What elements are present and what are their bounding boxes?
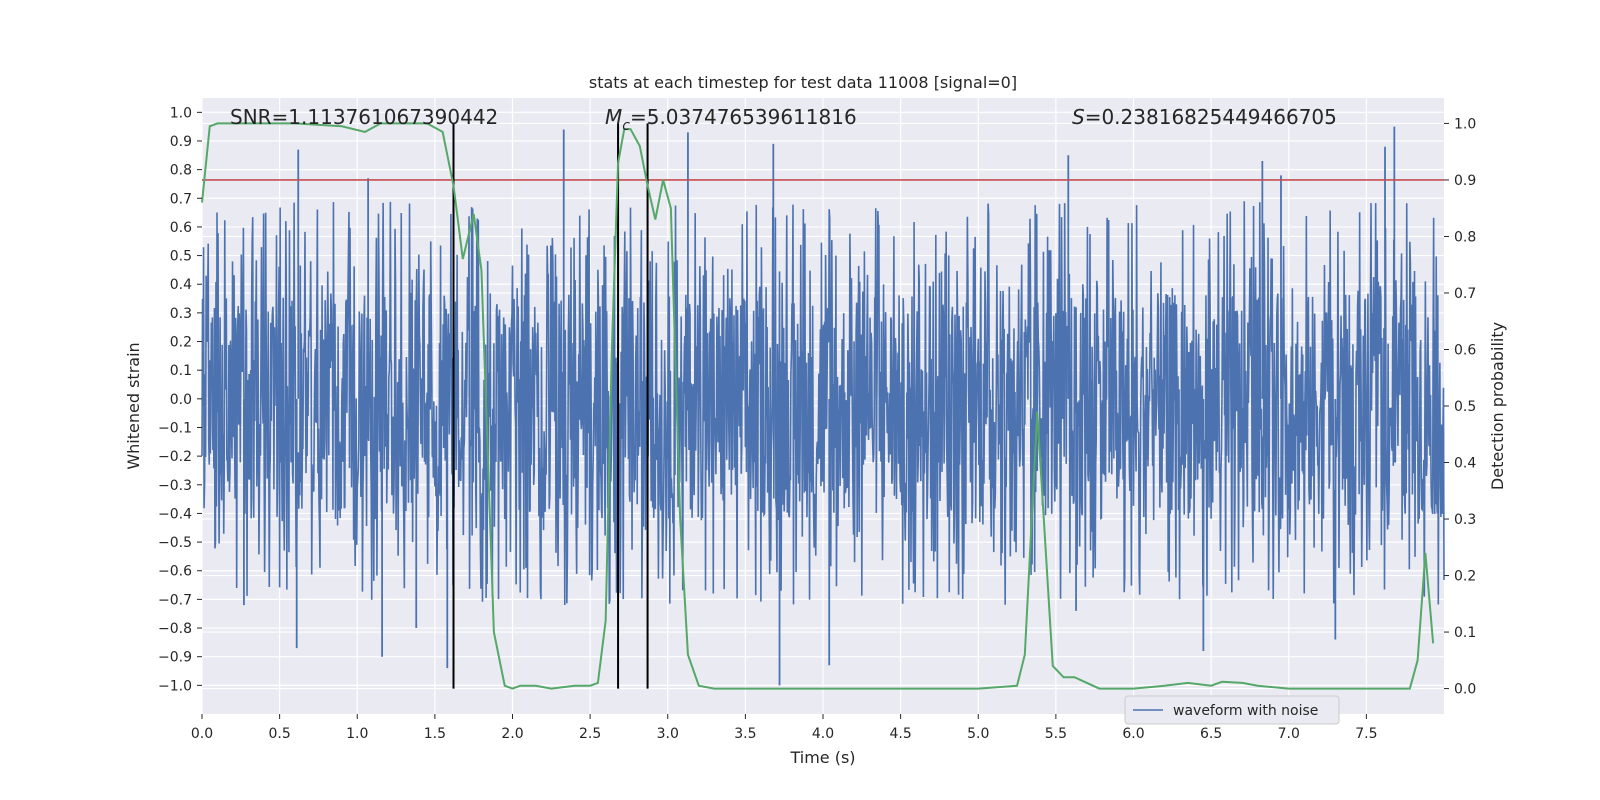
strain-series-waveform-with-noise: [201, 201, 1445, 606]
x-tick-label-14: 7.0: [1278, 726, 1300, 742]
y-tick-label-9: 0.1: [170, 363, 192, 379]
y2-tick-label-10: 0.0: [1454, 682, 1476, 698]
series-layer: [201, 126, 1445, 686]
y2-tick-label-4: 0.6: [1454, 342, 1476, 358]
y2-tick-label-7: 0.3: [1454, 512, 1476, 528]
x-tick-label-10: 5.0: [967, 726, 989, 742]
annotation-s: S=0.23816825449466705: [1072, 105, 1337, 129]
x-axis: 0.0 0.5 1.0 1.5 2.0 2.5 3.0 3.5 4.0 4.5 5.0 5.5 6.0 6…: [191, 714, 1378, 742]
left-axis: 1.0 0.9 0.8 0.7 0.6 0.5 0.4 0.3 0.2 0.1 0.0 −0.1 −0.…: [158, 105, 202, 694]
legend: waveform with noise: [1124, 695, 1340, 725]
y-tick-label-1: 0.9: [170, 134, 192, 150]
y-tick-label-19: −0.9: [158, 650, 192, 666]
y-tick-label-10: 0.0: [170, 392, 192, 408]
x-axis-label: Time (s): [789, 748, 855, 767]
y-tick-label-5: 0.5: [170, 249, 192, 265]
annotation-s-symbol: S: [1072, 105, 1085, 129]
y-tick-label-13: −0.3: [158, 478, 192, 494]
x-tick-label-0: 0.0: [191, 726, 213, 742]
annotation-chirp-mass-subscript: c: [622, 118, 630, 134]
y-tick-label-7: 0.3: [170, 306, 192, 322]
y-tick-label-3: 0.7: [170, 191, 192, 207]
x-tick-label-11: 5.5: [1045, 726, 1067, 742]
y-tick-label-14: −0.4: [158, 506, 192, 522]
strain-spikes: [243, 126, 1396, 686]
overlay-layer: [201, 122, 1444, 690]
x-tick-label-5: 2.5: [579, 726, 601, 742]
y2-tick-label-8: 0.2: [1454, 569, 1476, 585]
annotation-chirp-mass-value: =5.037476539611816: [630, 105, 857, 129]
y-tick-label-4: 0.6: [170, 220, 192, 236]
y2-tick-label-2: 0.8: [1454, 229, 1476, 245]
y-tick-label-16: −0.6: [158, 564, 192, 580]
y-tick-label-11: −0.1: [158, 420, 192, 436]
legend-label-waveform-with-noise: waveform with noise: [1173, 703, 1318, 719]
y-tick-label-6: 0.4: [170, 277, 192, 293]
legend-box: [1124, 695, 1340, 725]
x-tick-label-2: 1.0: [346, 726, 368, 742]
x-tick-label-3: 1.5: [424, 726, 446, 742]
y2-axis-label: Detection probability: [1488, 322, 1507, 490]
annotation-s-value: =0.23816825449466705: [1085, 105, 1337, 129]
y-tick-label-12: −0.2: [158, 449, 192, 465]
chart-title: stats at each timestep for test data 110…: [589, 73, 1017, 92]
y2-tick-label-9: 0.1: [1454, 625, 1476, 641]
x-tick-label-15: 7.5: [1355, 726, 1377, 742]
y2-tick-label-1: 0.9: [1454, 173, 1476, 189]
y2-tick-label-6: 0.4: [1454, 456, 1476, 472]
annotation-snr: SNR=1.113761067390442: [230, 105, 498, 129]
x-tick-label-8: 4.0: [812, 726, 834, 742]
y-tick-label-15: −0.5: [158, 535, 192, 551]
y2-tick-label-0: 1.0: [1454, 116, 1476, 132]
x-tick-label-7: 3.5: [734, 726, 756, 742]
x-tick-label-9: 4.5: [889, 726, 911, 742]
x-tick-label-1: 0.5: [268, 726, 290, 742]
x-tick-label-6: 3.0: [657, 726, 679, 742]
y-tick-label-17: −0.7: [158, 592, 192, 608]
right-axis: 1.0 0.9 0.8 0.7 0.6 0.5 0.4 0.3 0.2 0.1 0.0: [1444, 116, 1476, 698]
y-tick-label-18: −0.8: [158, 621, 192, 637]
y2-tick-label-5: 0.5: [1454, 399, 1476, 415]
annotation-chirp-mass: Mc=5.037476539611816: [605, 105, 857, 134]
x-tick-label-13: 6.5: [1200, 726, 1222, 742]
y-tick-label-0: 1.0: [170, 105, 192, 121]
annotation-chirp-mass-symbol: M: [605, 105, 622, 129]
y-tick-label-8: 0.2: [170, 335, 192, 351]
x-tick-label-12: 6.0: [1122, 726, 1144, 742]
y2-tick-label-3: 0.7: [1454, 286, 1476, 302]
x-tick-label-4: 2.0: [501, 726, 523, 742]
y-tick-label-2: 0.8: [170, 163, 192, 179]
y-axis-label: Whitened strain: [124, 342, 143, 469]
detection-probability-series: [201, 122, 1435, 690]
y-tick-label-20: −1.0: [158, 678, 192, 694]
